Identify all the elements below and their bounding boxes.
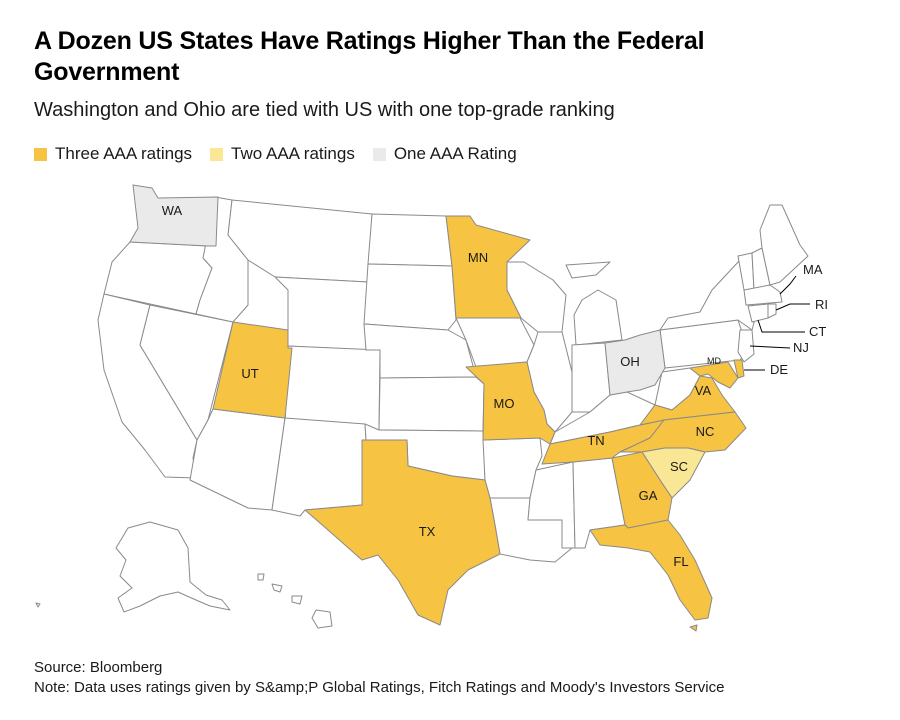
callout-line-nj <box>749 345 791 349</box>
state-ri <box>767 303 777 319</box>
label-mn: MN <box>468 250 488 265</box>
state-me <box>759 204 809 286</box>
state-ct <box>747 303 769 323</box>
state-hi <box>257 573 333 629</box>
callout-label-de: DE <box>770 362 788 377</box>
legend-swatch-two <box>210 147 224 161</box>
label-fl: FL <box>673 554 688 569</box>
state-ks <box>378 376 485 432</box>
state-sd <box>363 263 457 331</box>
state-nm <box>271 417 367 517</box>
state-md <box>689 361 739 389</box>
legend-label-two: Two AAA ratings <box>231 144 355 163</box>
legend-swatch-three <box>34 147 47 161</box>
state-fl <box>589 519 713 621</box>
data-note: Note: Data uses ratings given by S&amp;P… <box>34 679 725 696</box>
state-de <box>733 359 745 379</box>
state-ne <box>363 323 477 379</box>
callout-label-ma: MA <box>803 262 823 277</box>
state-ma <box>743 284 783 306</box>
callout-line-ct <box>757 319 805 333</box>
legend: Three AAA ratings Two AAA ratings One AA… <box>34 144 535 164</box>
state-nj <box>737 329 755 363</box>
label-ut: UT <box>241 366 258 381</box>
label-nc: NC <box>696 424 715 439</box>
page-title: A Dozen US States Have Ratings Higher Th… <box>34 27 705 86</box>
state-mt <box>227 199 373 283</box>
label-va: VA <box>695 383 712 398</box>
legend-label-three: Three AAA ratings <box>55 144 193 163</box>
state-ut <box>212 321 293 419</box>
state-nd <box>367 213 453 267</box>
state-oh <box>604 329 666 396</box>
state-mi <box>565 261 623 346</box>
source-note: Source: Bloomberg <box>34 659 163 676</box>
state-tx <box>304 439 501 626</box>
legend-item-two: Two AAA ratings <box>210 144 355 164</box>
state-ak <box>115 521 231 613</box>
callout-label-ct: CT <box>809 324 826 339</box>
callout-line-ma <box>779 275 797 295</box>
legend-label-one: One AAA Rating <box>393 144 517 163</box>
label-ga: GA <box>639 488 658 503</box>
state-mo <box>465 361 556 445</box>
legend-item-one: One AAA Rating <box>372 144 517 164</box>
label-tx: TX <box>419 524 436 539</box>
label-oh: OH <box>620 354 640 369</box>
callout-label-nj: NJ <box>793 340 809 355</box>
callout-line-ri <box>775 303 810 311</box>
state-wy <box>274 276 369 351</box>
label-md: MD <box>707 356 721 366</box>
state-mn <box>445 215 531 319</box>
legend-item-three: Three AAA ratings <box>34 144 192 164</box>
legend-swatch-one <box>372 147 386 161</box>
page-subtitle: Washington and Ohio are tied with US wit… <box>34 99 615 121</box>
label-tn: TN <box>587 433 604 448</box>
label-sc: SC <box>670 459 688 474</box>
ak-island <box>35 602 41 608</box>
callout-label-ri: RI <box>815 297 828 312</box>
footer: Source: Bloomberg Note: Data uses rating… <box>34 658 724 698</box>
label-wa: WA <box>162 203 183 218</box>
state-wa <box>129 184 219 247</box>
florida-keys <box>689 624 698 632</box>
state-co <box>284 345 381 431</box>
label-mo: MO <box>494 396 515 411</box>
